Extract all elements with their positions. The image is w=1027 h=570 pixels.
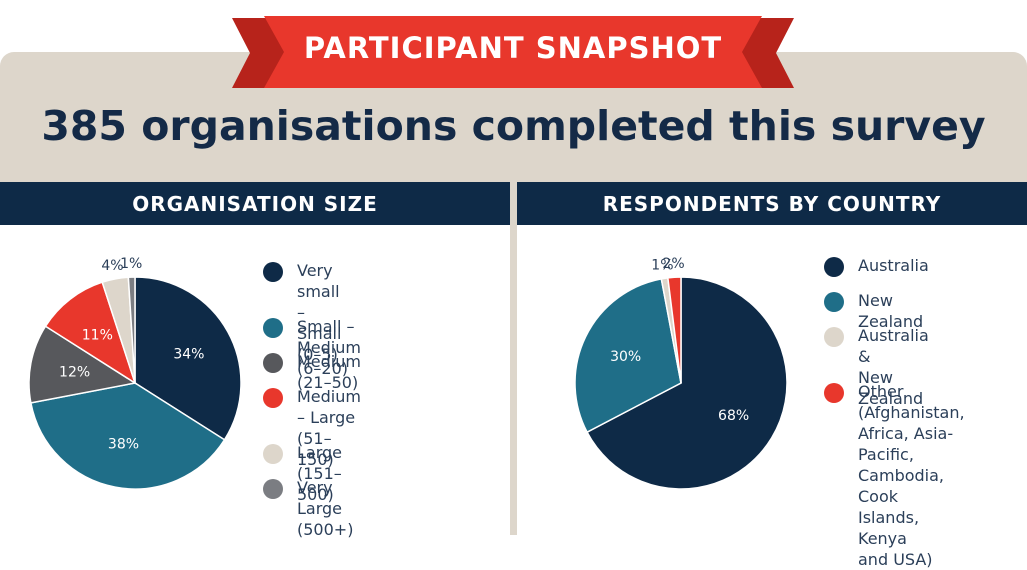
slice-label: 68% (718, 408, 749, 424)
org-size-title: ORGANISATION SIZE (0, 182, 510, 225)
legend-label: Australia & New Zealand (858, 326, 929, 408)
slice-label: 12% (59, 364, 90, 380)
pie-slice (667, 276, 682, 384)
legend-item: Australia & New Zealand (824, 325, 929, 409)
legend-label: Australia (858, 256, 929, 275)
pie-slice (586, 276, 788, 490)
slice-label: 4% (101, 258, 123, 274)
legend-swatch (263, 479, 283, 499)
slice-label: 2% (662, 256, 684, 272)
legend-item: Very small – Small (0–5) (263, 260, 341, 365)
slice-label: 1% (120, 256, 142, 272)
legend-label: Medium (21–50) (297, 352, 361, 392)
legend-swatch (263, 262, 283, 282)
panel-divider (510, 182, 517, 535)
legend-item: New Zealand (824, 290, 923, 332)
legend-swatch (824, 292, 844, 312)
pie-slice (28, 325, 138, 404)
legend-swatch (263, 353, 283, 373)
legend-label: Medium – Large (51–150) (297, 387, 361, 469)
pie-slice (574, 277, 682, 434)
country-title: RESPONDENTS BY COUNTRY (517, 182, 1027, 225)
pie-slice (29, 382, 226, 490)
legend-item: Very Large (500+) (263, 477, 353, 540)
legend-item: Australia (824, 255, 929, 277)
legend-swatch (824, 327, 844, 347)
title-ribbon: PARTICIPANT SNAPSHOT (232, 8, 794, 88)
legend-label: Large (151–500) (297, 443, 343, 504)
legend-item: Medium – Large (51–150) (263, 386, 361, 470)
slice-label: 38% (108, 436, 139, 452)
slice-label: 30% (610, 349, 641, 365)
legend-swatch (824, 257, 844, 277)
pie-slice (44, 281, 137, 385)
slice-label: 34% (173, 346, 204, 362)
legend-swatch (263, 388, 283, 408)
slice-label: 11% (82, 327, 113, 343)
legend-label: Other (Afghanistan, Africa, Asia-Pacific… (858, 382, 965, 569)
pie-slice (127, 276, 136, 384)
legend-item: Large (151–500) (263, 442, 342, 505)
legend-item: Other (Afghanistan, Africa, Asia-Pacific… (824, 381, 965, 570)
legend-swatch (824, 383, 844, 403)
legend-label: Very Large (500+) (297, 478, 354, 539)
legend-label: New Zealand (858, 291, 924, 331)
legend-item: Small – Medium (6–20) (263, 316, 361, 379)
page-headline: 385 organisations completed this survey (41, 102, 986, 150)
ribbon-title: PARTICIPANT SNAPSHOT (303, 31, 723, 65)
legend-swatch (263, 444, 283, 464)
legend-label: Small – Medium (6–20) (297, 317, 361, 378)
ribbon-shape (232, 16, 794, 88)
legend-item: Medium (21–50) (263, 351, 361, 393)
country-pie: 68% 30% 1%2% (574, 256, 788, 490)
org-size-pie: 34% 38% 12% 11% 4%1% (28, 256, 242, 490)
legend-label: Very small – Small (0–5) (297, 261, 342, 364)
slice-label: 1% (651, 257, 673, 273)
legend-swatch (263, 318, 283, 338)
